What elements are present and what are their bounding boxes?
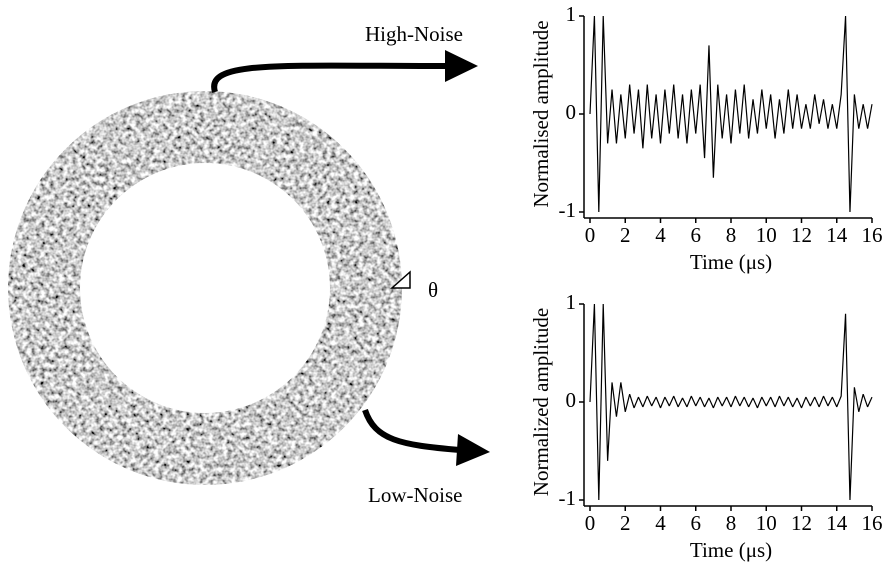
x-axis-label: Time (μs) <box>690 538 772 562</box>
theta-label: θ <box>428 278 438 302</box>
x-tick-label: 16 <box>862 223 883 247</box>
x-tick-label: 6 <box>691 223 702 247</box>
y-axis-label: Normalised amplitude <box>529 20 553 207</box>
y-tick-label: 0 <box>566 100 577 124</box>
x-tick-label: 12 <box>791 223 812 247</box>
y-tick-label: -1 <box>559 486 577 510</box>
y-tick-label: 1 <box>566 290 577 314</box>
low-noise-label: Low-Noise <box>368 483 462 507</box>
x-tick-label: 16 <box>862 511 883 535</box>
arrow-low <box>362 408 461 453</box>
arrow-high <box>211 62 451 93</box>
x-tick-label: 8 <box>726 223 737 247</box>
y-tick-label: 0 <box>566 388 577 412</box>
x-tick-label: 4 <box>655 511 666 535</box>
y-axis-label: Normalized amplitude <box>529 308 553 496</box>
x-tick-label: 12 <box>791 511 812 535</box>
waveform <box>589 303 873 501</box>
x-tick-label: 14 <box>826 511 848 535</box>
y-tick-label: -1 <box>559 198 577 222</box>
x-tick-label: 6 <box>691 511 702 535</box>
x-tick-label: 4 <box>655 223 666 247</box>
x-tick-label: 14 <box>826 223 848 247</box>
ring-texture <box>8 91 402 485</box>
high-noise-label: High-Noise <box>365 22 463 46</box>
x-tick-label: 2 <box>620 511 631 535</box>
x-tick-label: 2 <box>620 223 631 247</box>
x-axis-label: Time (μs) <box>690 250 772 274</box>
x-tick-label: 0 <box>585 511 596 535</box>
y-tick-label: 1 <box>566 2 577 26</box>
arrowhead-low <box>456 434 490 466</box>
x-tick-label: 10 <box>756 223 777 247</box>
waveform <box>589 15 873 213</box>
x-tick-label: 0 <box>585 223 596 247</box>
x-tick-label: 8 <box>726 511 737 535</box>
theta-marker <box>390 270 411 289</box>
arrowhead-high <box>445 50 478 82</box>
ring-image <box>8 91 402 485</box>
x-tick-label: 10 <box>756 511 777 535</box>
